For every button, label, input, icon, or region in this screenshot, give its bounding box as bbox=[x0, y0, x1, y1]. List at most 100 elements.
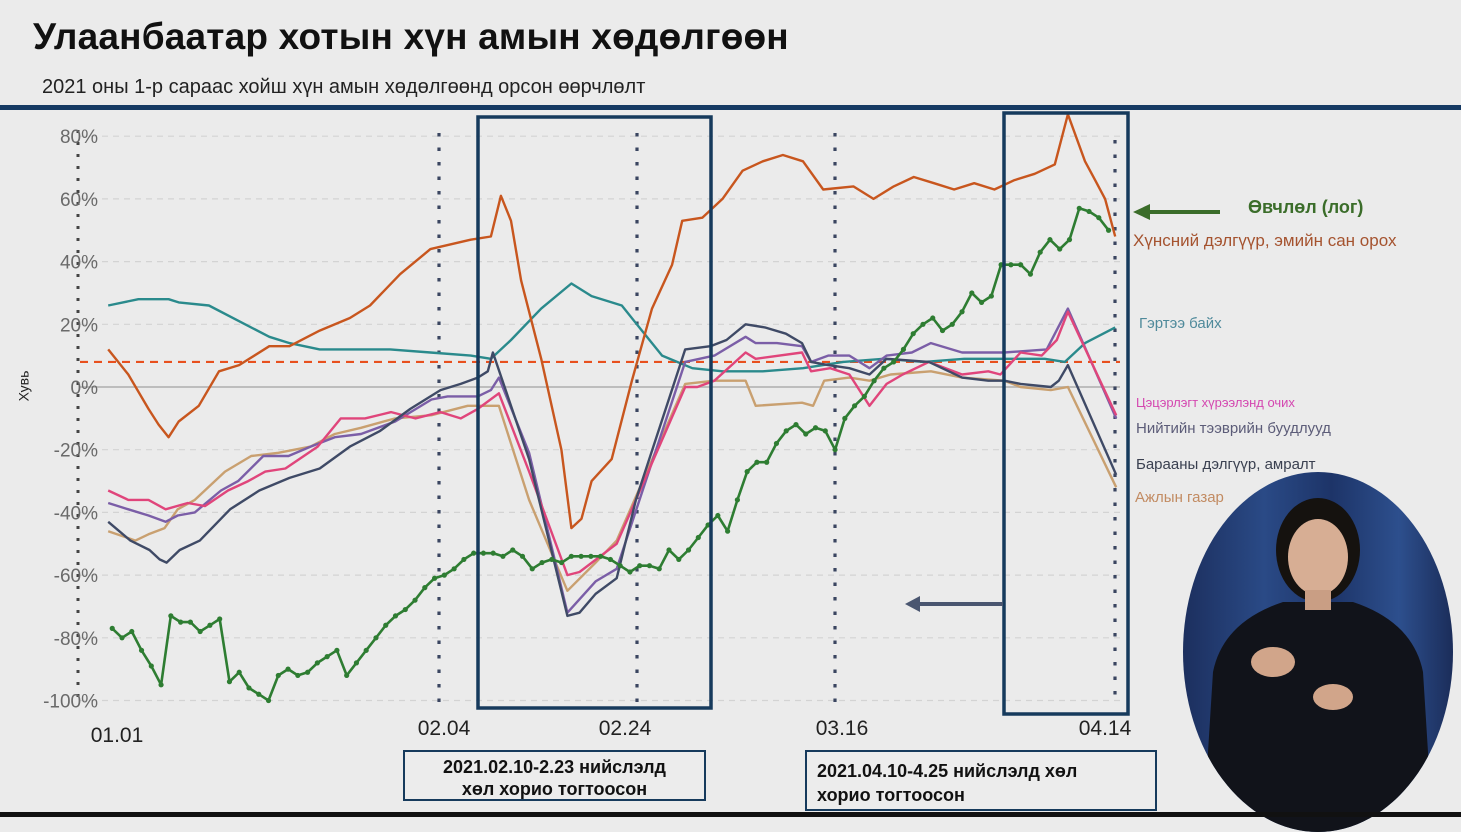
cases-data-point bbox=[949, 321, 955, 327]
cases-data-point bbox=[1008, 262, 1014, 268]
x-tick-label: 03.16 bbox=[816, 717, 869, 740]
cases-data-point bbox=[363, 647, 369, 653]
cases-data-point bbox=[510, 547, 516, 553]
cases-data-point bbox=[265, 697, 272, 704]
legend-item: Цэцэрлэгт хүрээлэнд очих bbox=[1136, 395, 1295, 410]
cases-data-point bbox=[959, 309, 965, 315]
lockdown-note-2-line1: 2021.04.10-4.25 нийслэлд хөл bbox=[817, 761, 1078, 781]
cases-data-point bbox=[851, 403, 858, 409]
cases-data-point bbox=[412, 597, 418, 603]
sign-language-interpreter-video bbox=[1183, 472, 1453, 832]
lockdown-note-1: 2021.02.10-2.23 нийслэлд хөл хорио тогто… bbox=[403, 750, 706, 801]
cases-data-point bbox=[461, 556, 467, 563]
cases-data-point bbox=[685, 547, 692, 553]
y-tick-label: -60% bbox=[54, 566, 98, 587]
interpreter-figure bbox=[1203, 498, 1433, 832]
cases-data-point bbox=[939, 327, 946, 334]
cases-data-point bbox=[764, 459, 770, 465]
cases-data-point bbox=[119, 635, 125, 641]
cases-data-point bbox=[539, 559, 545, 566]
x-tick-label: 02.24 bbox=[599, 717, 652, 740]
cases-data-point bbox=[773, 440, 780, 447]
lockdown-note-1-line2: хөл хорио тогтоосон bbox=[461, 779, 648, 799]
cases-data-point bbox=[383, 622, 389, 628]
cases-data-point bbox=[1027, 271, 1034, 277]
cases-data-point bbox=[646, 563, 653, 569]
x-tick-label: 01.01 bbox=[91, 724, 144, 747]
cases-data-point bbox=[500, 553, 506, 559]
cases-data-point bbox=[285, 666, 291, 672]
cases-data-point bbox=[246, 685, 252, 691]
cases-data-point bbox=[1018, 262, 1024, 268]
cases-data-point bbox=[1057, 246, 1063, 252]
lockdown-note-2: 2021.04.10-4.25 нийслэлд хөл хорио тогто… bbox=[805, 750, 1157, 811]
bottom-strip bbox=[0, 812, 1461, 817]
cases-data-point bbox=[187, 619, 193, 625]
navy-arrow-head-icon bbox=[905, 596, 920, 612]
cases-data-point bbox=[627, 569, 633, 575]
series-line-4 bbox=[107, 323, 1118, 618]
cases-data-point bbox=[1096, 215, 1102, 221]
legend-item: Гэртээ байх bbox=[1139, 315, 1222, 332]
cases-data-point bbox=[480, 550, 487, 556]
cases-data-point bbox=[558, 559, 565, 566]
cases-data-point bbox=[656, 566, 662, 572]
cases-data-point bbox=[148, 663, 154, 669]
lockdown-note-2-line2: хорио тогтоосон bbox=[817, 785, 965, 805]
cases-data-point bbox=[197, 628, 203, 635]
cases-data-point bbox=[441, 572, 447, 578]
cases-data-point bbox=[861, 393, 867, 400]
cases-data-point bbox=[138, 647, 145, 653]
cases-data-point bbox=[490, 550, 496, 556]
y-tick-label: -20% bbox=[54, 441, 98, 462]
cases-data-point bbox=[793, 422, 799, 428]
cases-data-point bbox=[129, 628, 135, 635]
series-line-2 bbox=[107, 310, 1118, 577]
y-tick-label: -80% bbox=[54, 629, 98, 650]
green-arrow-head-icon bbox=[1133, 204, 1150, 220]
legend-item: Хүнсний дэлгүүр, эмийн сан орох bbox=[1133, 231, 1397, 250]
cases-data-point bbox=[256, 691, 262, 697]
cases-data-point bbox=[695, 534, 701, 541]
cases-data-point bbox=[168, 613, 174, 619]
cases-data-point bbox=[109, 625, 115, 631]
cases-data-point bbox=[725, 528, 731, 534]
cases-data-point bbox=[334, 647, 340, 653]
legend-item: Барааны дэлгүүр, амралт bbox=[1136, 456, 1316, 473]
cases-data-point bbox=[881, 365, 887, 371]
series-line-0 bbox=[107, 113, 1117, 530]
cases-data-point bbox=[617, 563, 623, 569]
legend-item: Ажлын газар bbox=[1135, 489, 1224, 506]
cases-data-point bbox=[275, 672, 281, 679]
y-tick-label: 60% bbox=[60, 190, 98, 211]
cases-data-point bbox=[891, 359, 897, 365]
cases-data-point bbox=[930, 315, 936, 321]
series-line-5 bbox=[107, 370, 1118, 592]
cases-data-point bbox=[588, 553, 594, 559]
cases-data-point bbox=[842, 415, 848, 421]
cases-data-point bbox=[402, 606, 408, 613]
cases-arrow-label: Өвчлөл (лог) bbox=[1248, 197, 1364, 217]
y-tick-label: -40% bbox=[54, 503, 98, 524]
cases-data-point bbox=[578, 553, 584, 559]
cases-data-point bbox=[217, 616, 223, 622]
title-divider bbox=[0, 105, 1461, 110]
cases-data-point bbox=[1076, 205, 1082, 211]
cases-data-point bbox=[344, 672, 350, 679]
cases-data-point bbox=[158, 682, 164, 688]
cases-data-point bbox=[226, 679, 233, 685]
cases-data-point bbox=[353, 660, 360, 666]
y-tick-label: 0% bbox=[71, 378, 99, 399]
cases-data-point bbox=[1086, 208, 1092, 215]
cases-data-point bbox=[988, 293, 994, 299]
cases-data-point bbox=[637, 563, 643, 569]
cases-data-point bbox=[920, 321, 926, 327]
y-axis-title: Хувь bbox=[15, 370, 32, 402]
cases-data-point bbox=[549, 556, 555, 563]
cases-data-point bbox=[304, 669, 311, 675]
cases-data-point bbox=[666, 547, 672, 553]
lockdown-period-frame-2 bbox=[1002, 111, 1130, 716]
cases-data-point bbox=[969, 290, 975, 296]
y-tick-label: -100% bbox=[43, 692, 98, 713]
cases-data-point bbox=[803, 431, 809, 437]
